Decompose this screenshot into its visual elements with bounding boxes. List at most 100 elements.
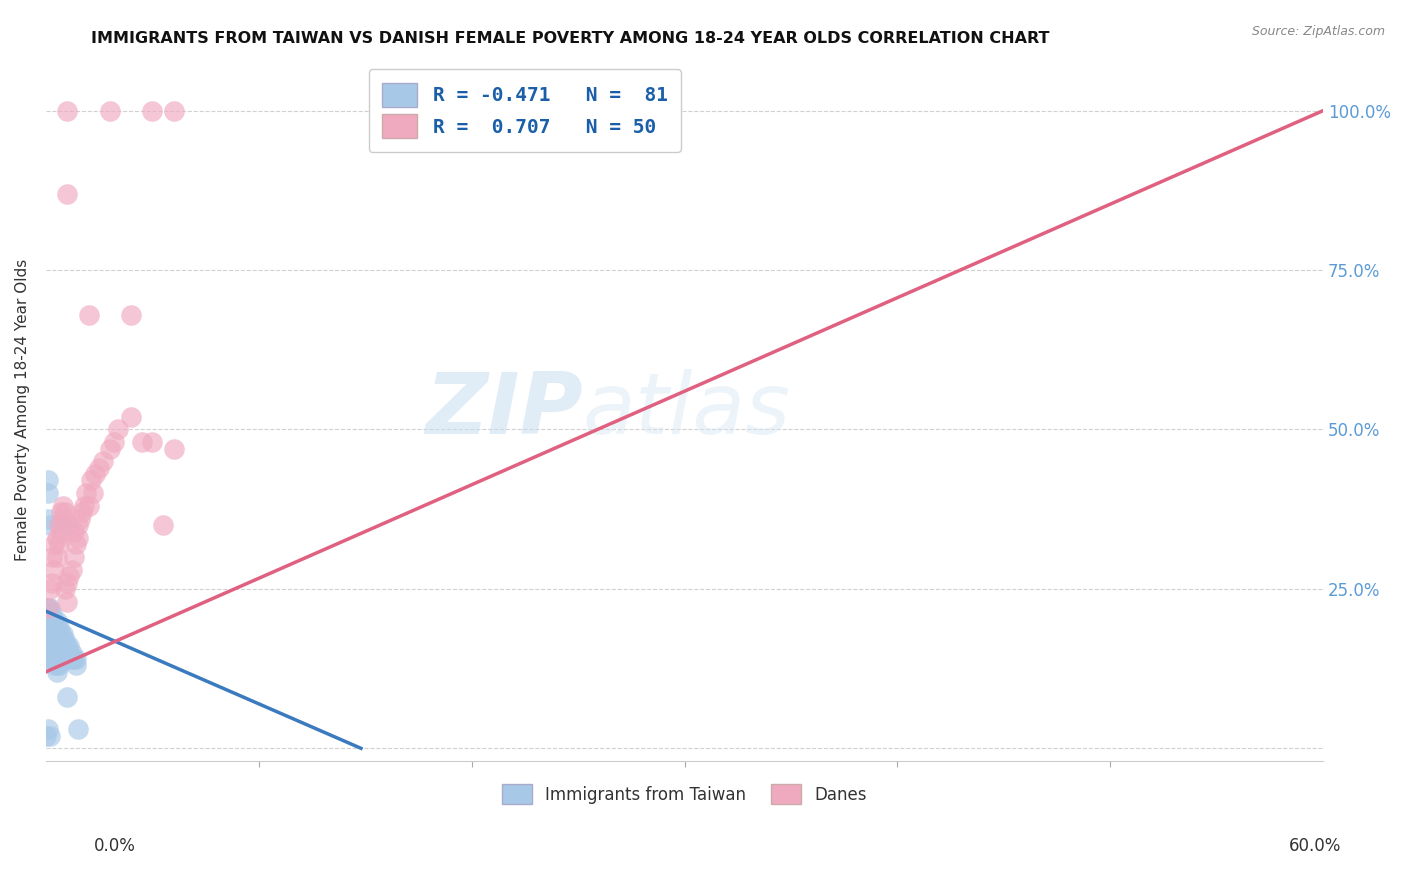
Point <box>163 442 186 456</box>
Point <box>152 518 174 533</box>
Point <box>41 646 63 660</box>
Point <box>120 409 142 424</box>
Point <box>48 632 70 647</box>
Point <box>41 640 63 654</box>
Text: ZIP: ZIP <box>425 368 582 452</box>
Point <box>44 652 66 666</box>
Point <box>39 640 62 654</box>
Point <box>41 626 63 640</box>
Point <box>44 646 66 660</box>
Point <box>45 620 67 634</box>
Point <box>41 652 63 666</box>
Point <box>77 499 100 513</box>
Point <box>49 652 72 666</box>
Point <box>49 646 72 660</box>
Point <box>48 518 70 533</box>
Text: Source: ZipAtlas.com: Source: ZipAtlas.com <box>1251 25 1385 38</box>
Point <box>39 646 62 660</box>
Point <box>82 486 104 500</box>
Point <box>39 729 62 743</box>
Point <box>35 729 58 743</box>
Point <box>44 614 66 628</box>
Point <box>48 537 70 551</box>
Point <box>37 620 59 634</box>
Point <box>48 620 70 634</box>
Point <box>35 614 58 628</box>
Point <box>93 454 115 468</box>
Point <box>45 614 67 628</box>
Point <box>66 518 89 533</box>
Point <box>79 474 101 488</box>
Point <box>65 537 87 551</box>
Point <box>48 640 70 654</box>
Point <box>62 549 84 564</box>
Point <box>53 505 76 519</box>
Point <box>37 626 59 640</box>
Point <box>52 646 75 660</box>
Text: atlas: atlas <box>582 368 790 452</box>
Point <box>44 537 66 551</box>
Point <box>52 632 75 647</box>
Point <box>37 601 59 615</box>
Point <box>39 652 62 666</box>
Point <box>53 632 76 647</box>
Point <box>41 614 63 628</box>
Point <box>37 474 59 488</box>
Point <box>41 632 63 647</box>
Point <box>44 640 66 654</box>
Point <box>37 632 59 647</box>
Point <box>52 652 75 666</box>
Point <box>44 632 66 647</box>
Point <box>48 658 70 673</box>
Point <box>45 549 67 564</box>
Y-axis label: Female Poverty Among 18-24 Year Olds: Female Poverty Among 18-24 Year Olds <box>15 260 30 561</box>
Point <box>37 512 59 526</box>
Point <box>58 569 80 583</box>
Point <box>45 652 67 666</box>
Point <box>163 103 186 118</box>
Point <box>65 658 87 673</box>
Point <box>48 646 70 660</box>
Point <box>48 626 70 640</box>
Point <box>37 722 59 736</box>
Point <box>141 103 163 118</box>
Point <box>35 601 58 615</box>
Point <box>98 103 121 118</box>
Point <box>39 601 62 615</box>
Point <box>49 632 72 647</box>
Point <box>49 640 72 654</box>
Point <box>52 626 75 640</box>
Point <box>56 518 79 533</box>
Point <box>56 103 79 118</box>
Point <box>56 186 79 201</box>
Point <box>37 486 59 500</box>
Point <box>49 505 72 519</box>
Point <box>103 435 125 450</box>
Point <box>53 646 76 660</box>
Point <box>39 582 62 596</box>
Point <box>45 626 67 640</box>
Point <box>53 640 76 654</box>
Point <box>60 652 83 666</box>
Point <box>58 646 80 660</box>
Point <box>39 620 62 634</box>
Point <box>44 658 66 673</box>
Point <box>37 607 59 622</box>
Point <box>120 308 142 322</box>
Point <box>69 512 91 526</box>
Point <box>44 563 66 577</box>
Point <box>66 722 89 736</box>
Point <box>52 640 75 654</box>
Point <box>45 646 67 660</box>
Point <box>49 524 72 539</box>
Point <box>52 499 75 513</box>
Point <box>41 575 63 590</box>
Point <box>39 632 62 647</box>
Point <box>56 690 79 705</box>
Point <box>45 640 67 654</box>
Text: IMMIGRANTS FROM TAIWAN VS DANISH FEMALE POVERTY AMONG 18-24 YEAR OLDS CORRELATIO: IMMIGRANTS FROM TAIWAN VS DANISH FEMALE … <box>91 31 1050 46</box>
Point <box>60 646 83 660</box>
Point <box>56 640 79 654</box>
Point <box>44 620 66 634</box>
Text: 60.0%: 60.0% <box>1288 837 1341 855</box>
